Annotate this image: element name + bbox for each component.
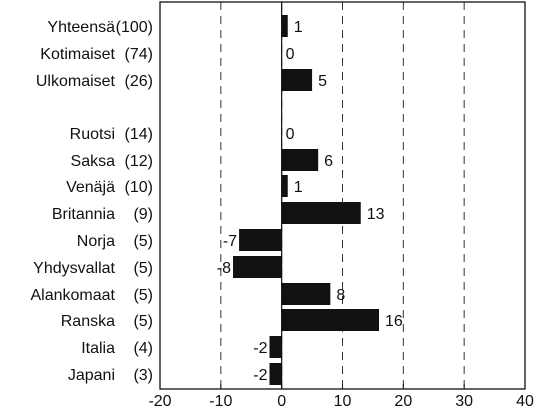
bar [281,175,288,197]
value-label: 8 [336,287,345,304]
category-label: Kotimaiset [40,46,115,63]
x-tick-label: -10 [209,393,232,410]
value-label: -7 [223,233,237,250]
category-label: Britannia [52,206,115,223]
value-label: 1 [294,19,303,36]
value-label: 13 [367,206,385,223]
category-label: Ranska [61,313,115,330]
bar [281,283,331,305]
category-labels: Yhteensä (100)Kotimaiset (74) Ulkomaiset (26… [31,19,154,384]
category-label: Ulkomaiset [36,73,116,90]
bar [233,256,282,278]
x-tick-label: 0 [277,393,286,410]
bars [233,15,379,385]
category-label: Norja [77,233,115,250]
x-tick-label: 20 [394,393,412,410]
category-count: (5) [133,313,153,330]
value-label: -2 [253,367,267,384]
category-label: Alankomaat [31,287,116,304]
bar [269,363,282,385]
x-tick-label: 10 [334,393,352,410]
value-label: 6 [324,153,333,170]
bar [269,336,282,358]
bar [281,15,288,37]
category-count: (14) [125,126,153,143]
x-tick-label: 30 [455,393,473,410]
category-count: (5) [133,233,153,250]
x-tick-label: -20 [148,393,171,410]
value-label: -2 [253,340,267,357]
value-label: 0 [286,46,295,63]
category-count: (12) [125,153,153,170]
value-label: 0 [286,126,295,143]
category-count: (3) [133,367,153,384]
category-count: (9) [133,206,153,223]
value-label: 16 [385,313,403,330]
bar [281,309,379,331]
category-label: Yhteensä [47,19,115,36]
category-count: (100) [116,19,153,36]
bar [281,69,313,91]
category-count: (74) [125,46,153,63]
category-label: Saksa [71,153,116,170]
category-label: Japani [68,367,115,384]
category-count: (4) [133,340,153,357]
x-axis: -20 -10 0 10 20 30 40 [148,1,534,410]
category-count: (5) [133,287,153,304]
bar [281,149,319,171]
value-label: 1 [294,179,303,196]
x-tick-label: 40 [516,393,534,410]
bar [281,202,361,224]
value-label: -8 [217,260,231,277]
category-label: Italia [81,340,115,357]
category-count: (26) [125,73,153,90]
category-count: (5) [133,260,153,277]
category-count: (10) [125,179,153,196]
category-label: Venäjä [66,179,115,196]
value-label: 5 [318,73,327,90]
bar [239,229,282,251]
category-label: Yhdysvallat [33,260,115,277]
category-label: Ruotsi [70,126,115,143]
